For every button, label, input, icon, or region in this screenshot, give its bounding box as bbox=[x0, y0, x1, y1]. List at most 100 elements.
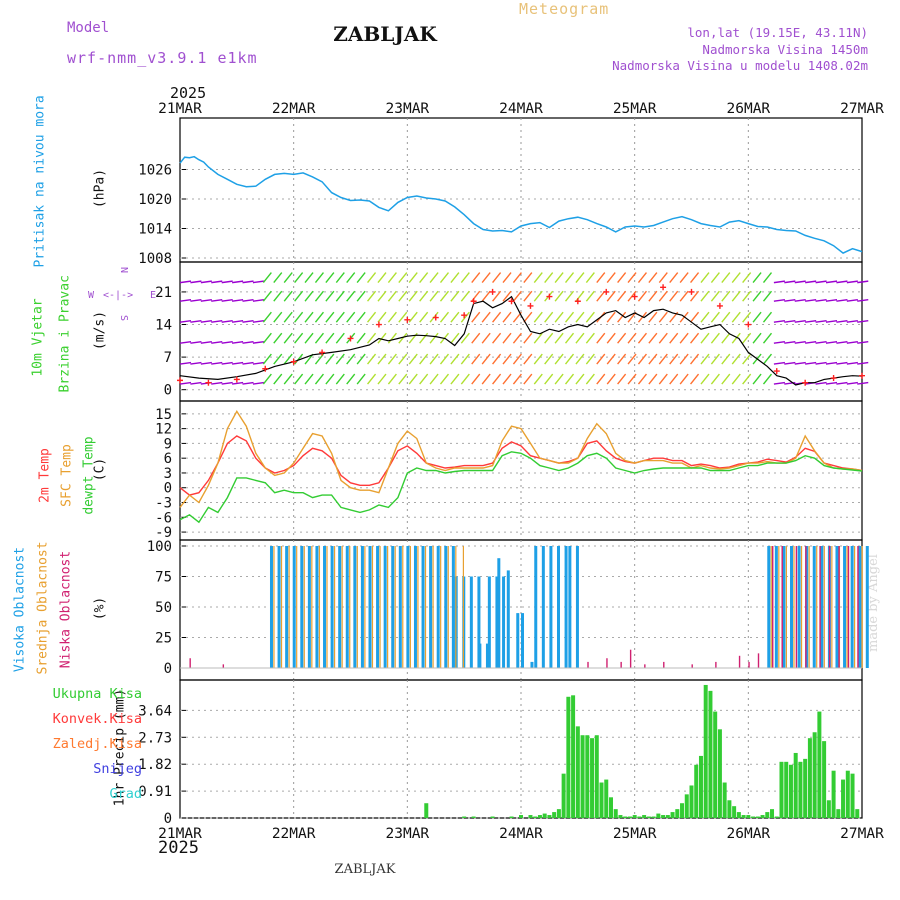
wind-barb bbox=[533, 290, 543, 302]
x-tick-label-bottom: 25MAR bbox=[613, 826, 657, 842]
precip-bar bbox=[741, 815, 746, 818]
cloud-bar-high bbox=[534, 546, 538, 668]
wind-barb bbox=[648, 353, 658, 365]
wind-barb bbox=[637, 373, 648, 385]
wind-barb bbox=[356, 290, 366, 302]
x-tick-label-bottom: 26MAR bbox=[727, 826, 771, 842]
unit-label-pressure: (hPa) bbox=[92, 168, 108, 209]
wind-barb bbox=[367, 373, 377, 385]
wind-barb bbox=[731, 311, 741, 323]
wind-barb bbox=[262, 373, 272, 385]
wind-barb bbox=[346, 353, 356, 365]
precip-bar bbox=[590, 738, 595, 818]
y-tick-label: 0 bbox=[164, 383, 172, 399]
panel-wind bbox=[177, 261, 869, 402]
cloud-bar-high bbox=[406, 546, 410, 668]
wind-barb bbox=[846, 340, 858, 344]
cloud-bar-high bbox=[429, 546, 433, 668]
wind-barb bbox=[658, 290, 668, 302]
y-tick-label: -6 bbox=[155, 510, 172, 526]
wind-barb bbox=[805, 319, 817, 323]
wind-barb bbox=[294, 373, 304, 385]
wind-barb bbox=[481, 353, 491, 365]
cloud-bar-high bbox=[805, 546, 809, 668]
wind-barb bbox=[460, 272, 470, 284]
y-tick-label: 1008 bbox=[138, 251, 172, 267]
cloud-bar-mid bbox=[341, 546, 343, 668]
wind-barb bbox=[752, 332, 762, 344]
cloud-bar-low bbox=[644, 664, 646, 668]
elevation-info: Nadmorska Visina 1450m bbox=[702, 42, 868, 57]
wind-barb bbox=[398, 290, 408, 302]
wind-barb bbox=[554, 272, 564, 284]
cloud-bar-high bbox=[300, 546, 304, 668]
wind-barb bbox=[252, 319, 265, 323]
cloud-bar-high bbox=[368, 546, 372, 668]
wind-barb bbox=[481, 272, 491, 284]
wind-barb bbox=[429, 290, 439, 302]
cloud-bar-low bbox=[715, 661, 717, 668]
wind-barb bbox=[627, 373, 637, 385]
wind-barb bbox=[325, 311, 335, 323]
cloud-bar-high bbox=[516, 613, 520, 668]
ylabel-wind-line-2: Brzina i Pravac bbox=[57, 275, 73, 393]
wind-barb bbox=[242, 340, 254, 344]
cloud-bar-high bbox=[556, 546, 560, 668]
wind-barb bbox=[679, 332, 689, 344]
precip-bar bbox=[698, 755, 703, 818]
series-temp-dew bbox=[179, 451, 863, 524]
wind-barb bbox=[784, 361, 796, 365]
cloud-bar-low bbox=[781, 546, 783, 668]
cloud-bar-low bbox=[838, 546, 840, 668]
cloud-bar-mid bbox=[462, 546, 464, 668]
wind-barb bbox=[648, 332, 658, 344]
precip-bar bbox=[770, 809, 775, 818]
panel-frame bbox=[179, 261, 863, 402]
wind-barb bbox=[742, 353, 752, 365]
wind-gust-marker bbox=[489, 288, 496, 295]
cloud-bar-high bbox=[421, 546, 425, 668]
wind-barb bbox=[460, 311, 470, 323]
wind-barb bbox=[784, 299, 796, 302]
wind-barb bbox=[398, 353, 408, 365]
wind-barb bbox=[335, 332, 345, 344]
wind-barb bbox=[325, 290, 335, 302]
wind-barb bbox=[815, 340, 827, 344]
wind-barb bbox=[554, 332, 564, 344]
precip-bar bbox=[836, 809, 841, 818]
precip-bar bbox=[661, 815, 666, 818]
wind-barb bbox=[502, 272, 512, 284]
precip-bar bbox=[533, 816, 538, 818]
wind-barb bbox=[367, 332, 377, 344]
wind-barb bbox=[523, 290, 533, 302]
y-tick-label: 9 bbox=[164, 436, 172, 452]
wind-barb bbox=[731, 290, 741, 302]
wind-gust-marker bbox=[233, 376, 240, 383]
wind-barb bbox=[564, 290, 575, 302]
y-tick-label: 7 bbox=[164, 350, 172, 366]
wind-gust-marker bbox=[508, 298, 515, 305]
wind-barb bbox=[742, 332, 752, 344]
wind-barb bbox=[564, 373, 575, 385]
model-label: Model bbox=[67, 20, 110, 36]
wind-barb bbox=[262, 272, 272, 284]
wind-barb bbox=[356, 272, 366, 284]
precip-bar bbox=[575, 726, 580, 818]
wind-legend-arrows: <-|-> bbox=[103, 290, 133, 301]
wind-barb bbox=[294, 272, 304, 284]
precip-bar bbox=[717, 729, 722, 818]
precip-bar bbox=[812, 732, 817, 818]
wind-barb bbox=[825, 319, 838, 323]
wind-barb bbox=[304, 311, 314, 323]
wind-barb bbox=[481, 373, 491, 385]
wind-barb bbox=[805, 280, 817, 284]
precip-bar bbox=[727, 800, 732, 818]
wind-barb bbox=[658, 272, 668, 284]
wind-barb bbox=[481, 332, 491, 344]
precip-bar bbox=[642, 815, 647, 818]
precip-bar bbox=[831, 770, 836, 818]
y-tick-label: 1.82 bbox=[138, 757, 172, 773]
ylabel-wind-line-1: 10m Vjetar bbox=[30, 298, 46, 377]
wind-barb bbox=[742, 373, 752, 385]
cloud-bar-mid bbox=[349, 546, 351, 668]
